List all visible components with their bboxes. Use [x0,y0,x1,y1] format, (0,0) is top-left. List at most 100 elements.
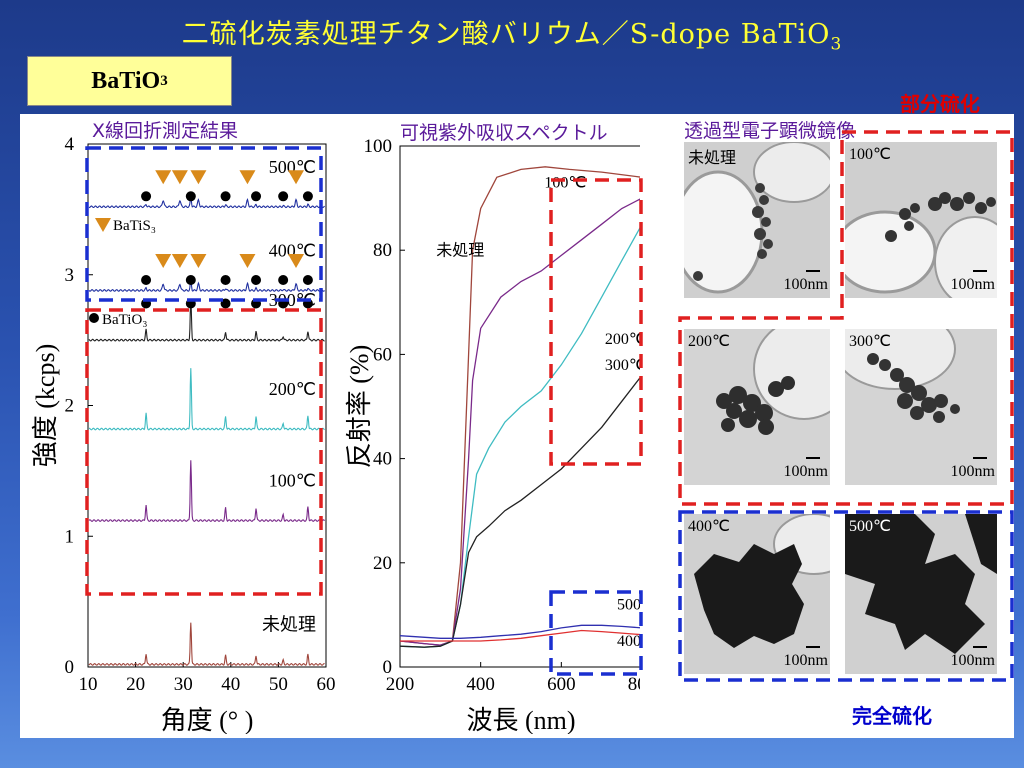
tem-image-500c: 500℃ 100nm [845,514,997,674]
tem-label: 300℃ [849,333,891,350]
slide-title-text: 二硫化炭素処理チタン酸バリウム／S-dope BaTiO [181,19,831,50]
batio3-marker [220,298,231,309]
batio3-marker [185,274,196,285]
batis3-marker [171,253,188,268]
y-tick-label: 4 [65,134,75,155]
spectrum-series-line [399,226,640,648]
legend-batio3-marker [89,313,99,323]
slide-title-sub: 3 [830,34,843,55]
spectrum-series-label: 300℃ [605,357,640,374]
xrd-heading: X線回折測定結果 [92,120,239,142]
spectrum-series-line [400,629,640,642]
scale-bar [806,270,820,272]
batis3-marker [288,170,305,185]
x-tick-label: 400 [466,674,495,695]
partial-sulfidation-label: 部分硫化 [900,92,980,116]
scale-bar [973,457,987,459]
legend-batio3-label: BaTiO₃ [102,312,148,328]
y-axis-label: 強度 (kcps) [31,344,60,467]
batis3-marker [155,253,172,268]
spectrum-series-line [399,166,640,646]
batio3-marker [278,191,289,202]
batis3-marker [190,170,207,185]
batio3-marker [251,191,262,202]
tem-label: 400℃ [688,518,730,535]
batio3-marker [220,274,231,285]
y-tick-label: 60 [373,344,392,365]
x-tick-label: 20 [126,674,145,695]
y-tick-label: 40 [373,449,392,470]
scale-bar [806,457,820,459]
x-axis-label: 角度 (° ) [161,706,254,734]
xrd-series-line [88,279,325,292]
x-tick-label: 10 [79,674,98,695]
batis3-marker [190,253,207,268]
tem-label: 200℃ [688,333,730,350]
xrd-series-label: 100℃ [269,471,316,491]
scale-text: 100nm [950,276,995,293]
batio3-marker [141,191,152,202]
batio3-marker [141,274,152,285]
tem-heading: 透過型電子顕微鏡像 [684,120,856,142]
batis3-marker [239,170,256,185]
batio3-marker [302,274,313,285]
batio3-marker [141,298,152,309]
x-tick-label: 200 [386,674,415,695]
x-tick-label: 50 [269,674,288,695]
x-tick-label: 60 [317,674,336,695]
tem-label: 500℃ [849,518,891,535]
compound-tag-sub: 3 [160,72,168,89]
xrd-chart: 10 20 30 40 50 60 0 1 2 3 4 角度 (° ) 強度 (kcps) 未処理 100℃… [31,134,336,734]
scale-bar [806,646,820,648]
tem-image-untreated: 未処理 100nm [684,142,830,298]
tem-image-200c: 200℃ 100nm [684,329,830,485]
y-tick-label: 0 [383,657,393,678]
y-tick-label: 3 [65,265,75,286]
xrd-series-line [88,460,326,522]
tem-image-300c: 300℃ 100nm [845,329,997,485]
batio3-marker [185,298,196,309]
x-tick-label: 600 [547,674,576,695]
y-tick-label: 20 [373,553,392,574]
tem-label: 100℃ [849,146,891,163]
batio3-marker [185,191,196,202]
y-tick-label: 100 [364,136,393,157]
x-axis-label: 波長 (nm) [466,706,575,734]
batio3-marker [251,274,262,285]
spectrum-series-label: 未処理 [436,241,484,259]
batio3-marker [278,298,289,309]
x-tick-label: 40 [221,674,240,695]
scale-text: 100nm [950,463,995,480]
tem-label: 未処理 [688,150,737,167]
y-axis-label: 反射率 (%) [345,345,374,468]
spectrum-series-label: 100℃ [544,175,586,192]
xrd-series-label: 未処理 [262,614,316,634]
scale-bar [973,270,987,272]
legend-batis3-label: BaTiS₃ [113,218,156,234]
batis3-marker [288,253,305,268]
tem-image-100c: 100℃ 100nm [845,142,997,298]
scale-text: 100nm [950,652,995,669]
y-tick-label: 80 [373,240,392,261]
batio3-marker [302,298,313,309]
batis3-marker [239,253,256,268]
batio3-marker [278,274,289,285]
spectrum-chart: 200 400 600 800 0 20 40 60 80 100 波長 (nm) 反射率 (%) 未処… [345,136,640,734]
batio3-marker [220,191,231,202]
y-tick-label: 2 [65,396,75,417]
x-tick-label: 800 [628,674,640,695]
scale-text: 100nm [783,276,828,293]
spectrum-heading: 可視紫外吸収スペクトル [400,122,608,144]
batio3-marker [302,191,313,202]
xrd-series-line [88,622,325,666]
spectrum-series-label: 500℃ [617,597,640,614]
x-tick-label: 30 [174,674,193,695]
compound-tag: BaTiO 3 [27,56,232,106]
tem-image-400c: 400℃ 100nm [684,514,830,674]
y-tick-label: 1 [65,526,75,547]
xrd-series-line [88,196,325,209]
batis3-marker [171,170,188,185]
y-tick-label: 0 [65,657,75,678]
spectrum-series-label: 200℃ [605,331,640,348]
scale-bar [973,646,987,648]
